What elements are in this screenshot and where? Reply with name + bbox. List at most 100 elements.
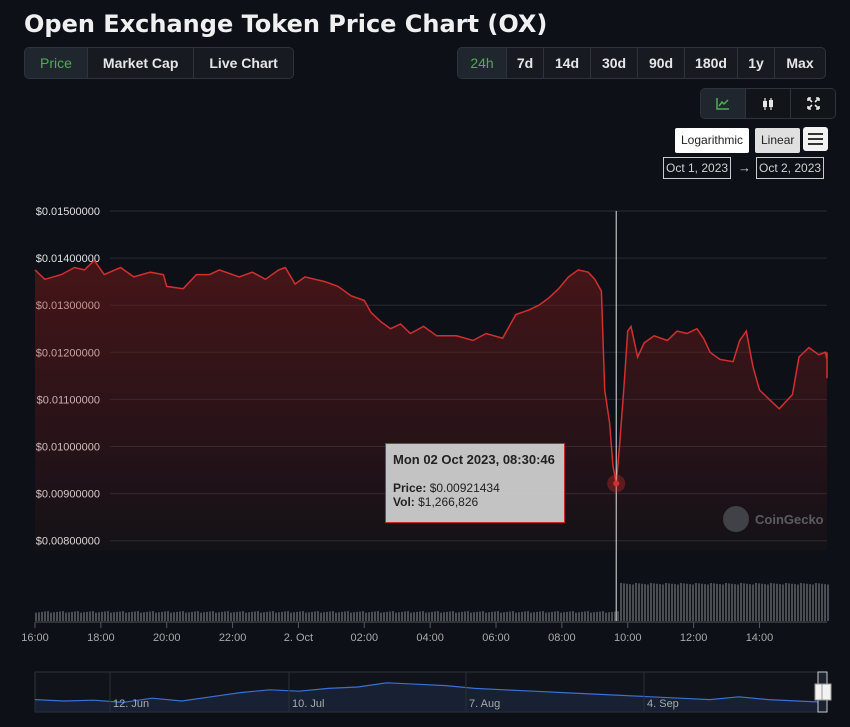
volume-bar — [623, 583, 625, 621]
volume-bar — [38, 612, 40, 621]
volume-bar — [671, 583, 673, 621]
tooltip-vol-value: $1,266,826 — [418, 495, 479, 509]
range-180d[interactable]: 180d — [684, 48, 737, 78]
volume-bar — [527, 611, 529, 621]
volume-bar — [455, 612, 457, 621]
volume-bar — [59, 611, 61, 621]
date-to-input[interactable]: Oct 2, 2023 — [756, 157, 825, 179]
volume-bar — [206, 611, 208, 621]
volume-bar — [785, 583, 787, 621]
range-90d[interactable]: 90d — [637, 48, 684, 78]
volume-bar — [101, 611, 103, 621]
volume-bar — [770, 583, 772, 621]
volume-bar — [611, 611, 613, 621]
volume-bar — [188, 612, 190, 621]
x-tick-label: 16:00 — [21, 632, 49, 644]
volume-bar — [809, 584, 811, 621]
range-30d[interactable]: 30d — [590, 48, 637, 78]
navigator-tick-label: 12. Jun — [113, 698, 149, 710]
range-1y[interactable]: 1y — [737, 48, 774, 78]
volume-bar — [686, 583, 688, 621]
date-range-arrow: → — [738, 160, 751, 175]
volume-bar — [131, 611, 133, 621]
x-tick-label: 04:00 — [416, 632, 444, 644]
fullscreen-button[interactable] — [790, 89, 835, 118]
volume-bar — [689, 584, 691, 621]
volume-bar — [797, 584, 799, 621]
price-tooltip: Mon 02 Oct 2023, 08:30:46 Price: $0.0092… — [385, 443, 565, 523]
volume-bar — [314, 611, 316, 621]
candlestick-button[interactable] — [745, 89, 790, 118]
volume-bar — [704, 584, 706, 621]
volume-bar — [503, 612, 505, 621]
volume-bar — [773, 583, 775, 621]
navigator-handle[interactable] — [821, 683, 832, 701]
volume-bar — [437, 611, 439, 621]
volume-bar — [755, 583, 757, 621]
navigator-tick-label: 4. Sep — [647, 698, 679, 710]
volume-bar — [185, 612, 187, 621]
tab-live-chart[interactable]: Live Chart — [193, 48, 292, 78]
chart-type-selector — [700, 88, 836, 119]
volume-bar — [683, 583, 685, 621]
volume-bar — [404, 611, 406, 621]
volume-bar — [587, 611, 589, 621]
volume-bar — [551, 611, 553, 621]
tab-market-cap[interactable]: Market Cap — [86, 48, 193, 78]
range-navigator[interactable]: 12. Jun 10. Jul 7. Aug 4. Sep — [34, 671, 832, 713]
volume-bar — [701, 583, 703, 621]
volume-bar — [233, 612, 235, 621]
volume-bar — [161, 611, 163, 621]
volume-bar — [716, 583, 718, 621]
volume-bar — [470, 612, 472, 621]
x-tick-label: 20:00 — [153, 632, 181, 644]
volume-bar — [473, 612, 475, 621]
linear-scale-button[interactable]: Linear — [755, 128, 801, 153]
volume-bar — [506, 611, 508, 621]
volume-bar — [476, 611, 478, 621]
volume-bar — [806, 583, 808, 621]
volume-bar — [239, 611, 241, 621]
volume-bar — [266, 611, 268, 621]
watermark-text: CoinGecko — [755, 511, 824, 527]
volume-bar — [296, 611, 298, 621]
volume-bar — [302, 611, 304, 621]
menu-icon-bar — [808, 133, 823, 135]
volume-bar — [53, 612, 55, 621]
range-max[interactable]: Max — [774, 48, 825, 78]
chart-menu-button[interactable] — [803, 127, 828, 151]
volume-bar — [494, 611, 496, 621]
volume-bar — [497, 611, 499, 621]
volume-bar — [119, 611, 121, 621]
volume-bar — [86, 611, 88, 621]
volume-bar — [620, 583, 622, 621]
volume-bar — [80, 612, 82, 621]
volume-bar — [746, 583, 748, 621]
volume-bar — [92, 611, 94, 621]
volume-bar — [389, 611, 391, 621]
y-tick-label: $0.01400000 — [36, 253, 100, 265]
volume-bar — [164, 611, 166, 621]
volume-bar — [275, 612, 277, 621]
tab-price[interactable]: Price — [25, 48, 87, 78]
menu-icon-bar — [808, 138, 823, 140]
volume-bar — [56, 611, 58, 621]
volume-bar — [338, 612, 340, 621]
volume-bar — [737, 584, 739, 621]
x-tick-label: 14:00 — [746, 632, 774, 644]
volume-bar — [821, 583, 823, 621]
line-chart-button[interactable] — [701, 89, 745, 118]
volume-bar — [398, 612, 400, 621]
volume-bar — [482, 611, 484, 621]
range-24h[interactable]: 24h — [458, 48, 506, 78]
volume-bar — [452, 611, 454, 621]
volume-bar — [491, 611, 493, 621]
range-7d[interactable]: 7d — [506, 48, 543, 78]
logarithmic-scale-button[interactable]: Logarithmic — [675, 128, 750, 153]
date-from-input[interactable]: Oct 1, 2023 — [663, 157, 732, 179]
range-14d[interactable]: 14d — [543, 48, 590, 78]
volume-bar — [227, 611, 229, 621]
volume-bar — [245, 612, 247, 621]
volume-bar — [734, 584, 736, 621]
